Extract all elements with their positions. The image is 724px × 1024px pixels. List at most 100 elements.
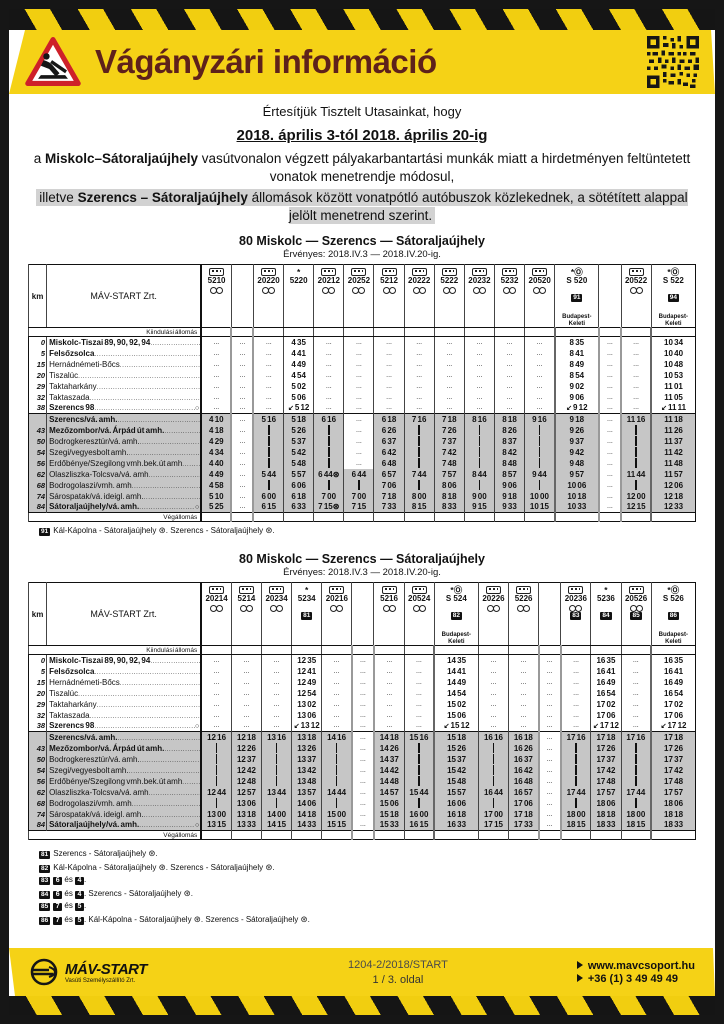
time-cell: ... <box>463 336 495 348</box>
dot-leader <box>164 428 199 435</box>
time-cell <box>291 830 322 840</box>
train-header: * 5220 <box>283 264 314 329</box>
dot-leader <box>78 691 199 698</box>
time-cell <box>620 830 652 840</box>
through-line <box>524 457 555 469</box>
time-cell: ... <box>620 665 652 677</box>
km-cell: 38 <box>36 403 46 413</box>
intro-p2-rest: állomások között vonatpótló autóbuszok k… <box>247 190 688 223</box>
time-cell: ... <box>230 402 255 414</box>
time-cell: ... <box>463 402 495 414</box>
time-cell: 12 41 <box>291 665 322 677</box>
time-cell: ... <box>597 490 623 502</box>
train-number: 5210 <box>207 276 226 286</box>
time-cell: ... <box>200 654 232 666</box>
time-cell: 15 00 <box>321 808 352 820</box>
time-cell: 12 49 <box>291 676 322 688</box>
km-cell: 62 <box>28 786 47 798</box>
train-number: 5236 <box>597 594 615 604</box>
website-link: www.mavcsoport.hu <box>577 960 695 972</box>
station-name: Bodrogkeresztúr/vá. amh. <box>49 754 140 764</box>
station-name-wrap: Sátoraljaújhely/vá. amh. ○ <box>48 820 200 830</box>
time-cell: ... <box>620 698 652 710</box>
station-name-wrap: Bodrogkeresztúr/vá. amh. <box>48 437 200 446</box>
time-cell: ... <box>350 676 375 688</box>
time-cell: 16 00 <box>403 808 435 820</box>
time-cell: ... <box>350 775 375 787</box>
time-cell: 10 15 <box>524 501 555 513</box>
transfer-arrow-icon: ↙ <box>287 405 294 413</box>
time-cell: 17 00 <box>477 808 509 820</box>
time-cell: 16 41 <box>650 665 696 677</box>
time-cell: 6 00 <box>252 490 284 502</box>
bus-icon <box>209 267 225 276</box>
km-cell: 32 <box>36 392 46 402</box>
time-cell: 14 35 <box>433 654 479 666</box>
time-cell: 7 15 <box>343 501 374 513</box>
through-line <box>620 753 652 765</box>
time-cell: 16 35 <box>590 654 622 666</box>
train-header: *Ⓞ S 526 86 Budapest-Keleti <box>650 582 696 647</box>
time-cell <box>560 830 591 840</box>
through-line <box>477 742 509 754</box>
time-cell: ... <box>537 720 562 732</box>
train-header: 5232 <box>493 264 525 329</box>
time-cell: ... <box>350 786 375 798</box>
through-line <box>620 742 652 754</box>
time-cell: ... <box>463 380 495 392</box>
time-cell <box>537 645 562 656</box>
time-cell: ... <box>403 676 435 688</box>
time-cell <box>508 830 539 840</box>
station-cell: Erdőbénye/Szegilong vmh.bek.út amh <box>46 775 203 787</box>
time-cell: 5 18 <box>283 413 314 425</box>
time-cell: 13 06 <box>230 797 262 809</box>
train-bike-slot <box>412 603 426 613</box>
train-header: 5210 <box>200 264 232 329</box>
time-cell: 17 15 <box>477 819 509 831</box>
time-cell: 11 26 <box>650 424 696 436</box>
time-cell: 8 42 <box>493 446 525 458</box>
station-cell: Sátoraljaújhely/vá. amh. ○ <box>46 501 203 513</box>
time-cell: ... <box>597 347 623 359</box>
bus-bike-glyph-icon: ⊛ <box>193 913 201 924</box>
train-bike-slot <box>352 285 366 295</box>
time-cell: 9 15 <box>463 501 495 513</box>
time-cell <box>508 645 539 656</box>
time-cell: 10 48 <box>650 358 696 370</box>
star-circle-icon: *Ⓞ <box>450 584 463 595</box>
time-cell: 12 35 <box>291 654 322 666</box>
time-cell: 8 44 <box>463 468 495 480</box>
km-cell: 56 <box>28 775 47 787</box>
dot-leader <box>150 340 199 347</box>
bus-icon <box>411 267 427 276</box>
footnotes-list: 81 Szerencs - Sátoraljaújhely ⊛. 82 Kál-Káp… <box>23 848 701 925</box>
time-cell <box>433 327 465 338</box>
time-cell: 13 26 <box>291 742 322 754</box>
time-cell: ... <box>373 391 405 403</box>
operator-header: MÁV-START Zrt. <box>46 582 203 647</box>
train-number: 5222 <box>440 276 459 286</box>
through-line <box>261 764 292 776</box>
time-cell: 8 41 <box>553 347 599 359</box>
time-cell: ... <box>560 698 591 710</box>
train-header: 20220 <box>252 264 284 329</box>
station-cell: Mezőzombor/vá. Árpád út amh. <box>46 742 203 754</box>
time-cell: ... <box>350 797 375 809</box>
station-name: Sátoraljaújhely/vá. amh. <box>49 820 140 830</box>
time-cell: ... <box>321 687 352 699</box>
station-cell: Taktaharkány <box>46 698 203 710</box>
poster-title: Vágányzári információ <box>95 43 437 80</box>
time-cell: 14 57 <box>373 786 405 798</box>
train-header: 20520 <box>524 264 555 329</box>
time-cell: ... <box>597 468 623 480</box>
through-line <box>620 479 652 491</box>
through-line <box>524 424 555 436</box>
time-cell: ... <box>230 698 262 710</box>
time-cell: ... <box>620 391 652 403</box>
train-header-stack: * 5236 84 <box>592 583 621 645</box>
time-cell: ... <box>403 687 435 699</box>
